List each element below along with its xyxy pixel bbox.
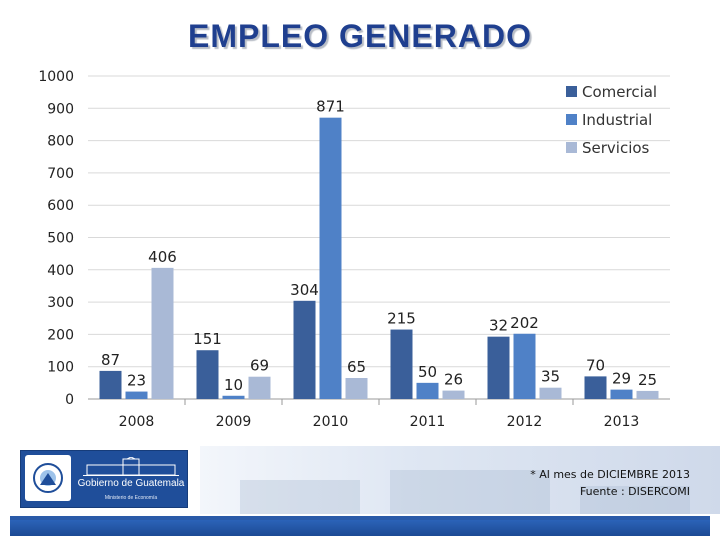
legend-swatch	[566, 86, 577, 97]
data-label: 35	[541, 368, 560, 386]
bar-comercial	[390, 329, 413, 399]
y-tick-label: 0	[65, 392, 74, 408]
coat-of-arms-icon	[25, 455, 71, 501]
legend-swatch	[566, 142, 577, 153]
page-title: EMPLEO GENERADO	[188, 18, 532, 54]
data-label: 304	[290, 281, 319, 299]
bar-servicios	[539, 387, 562, 399]
x-tick-label: 2009	[216, 414, 252, 430]
data-label: 202	[510, 314, 539, 332]
bar-comercial	[584, 376, 607, 399]
footer-background	[200, 446, 720, 514]
y-tick-label: 700	[47, 166, 74, 182]
data-label: 70	[586, 356, 605, 374]
legend-swatch	[566, 114, 577, 125]
bar-industrial	[610, 389, 633, 399]
x-tick-label: 2011	[410, 414, 446, 430]
bar-servicios	[248, 376, 271, 399]
y-tick-label: 300	[47, 295, 74, 311]
data-label: 23	[127, 372, 146, 390]
legend-label: Comercial	[582, 83, 657, 101]
bar-industrial	[319, 117, 342, 400]
footer-stripe-top	[10, 516, 710, 520]
legend-label: Industrial	[582, 111, 652, 129]
data-label: 406	[148, 248, 177, 266]
bar-comercial	[487, 336, 510, 399]
bar-industrial	[125, 391, 148, 399]
y-tick-label: 400	[47, 263, 74, 279]
data-label: 10	[224, 376, 243, 394]
data-label: 29	[612, 370, 631, 388]
footnote: * Al mes de DICIEMBRE 2013 Fuente : DISE…	[530, 466, 690, 500]
y-tick-label: 500	[47, 231, 74, 247]
y-tick-label: 600	[47, 198, 74, 214]
legend-label: Servicios	[582, 139, 650, 157]
bar-industrial	[513, 333, 536, 399]
data-label: 65	[347, 358, 366, 376]
y-tick-label: 100	[47, 360, 74, 376]
x-tick-label: 2010	[313, 414, 349, 430]
bar-servicios	[345, 378, 368, 399]
employment-bar-chart: 0 100 200 300 400 500 600 700 800 900 1000 2008 87 23…	[38, 69, 670, 430]
data-label: 26	[444, 371, 463, 389]
government-logo: Gobierno de Guatemala Ministerio de Econ…	[20, 450, 188, 508]
data-label: 69	[250, 357, 269, 375]
bar-servicios	[151, 267, 174, 399]
y-tick-label: 200	[47, 327, 74, 343]
x-tick-label: 2012	[507, 414, 543, 430]
data-label: 50	[418, 363, 437, 381]
x-tick-label: 2008	[119, 414, 155, 430]
logo-title: Gobierno de Guatemala	[77, 478, 185, 489]
bar-servicios	[636, 390, 659, 399]
logo-subtitle: Ministerio de Economía	[104, 495, 158, 501]
bar-comercial	[196, 350, 219, 399]
footnote-date: * Al mes de DICIEMBRE 2013	[530, 468, 690, 481]
footer-stripe	[10, 520, 710, 536]
data-label: 215	[387, 310, 416, 328]
bar-comercial	[99, 370, 122, 399]
x-tick-label: 2013	[604, 414, 640, 430]
y-tick-label: 1000	[38, 69, 74, 85]
footnote-source: Fuente : DISERCOMI	[579, 485, 690, 498]
bar-servicios	[442, 390, 465, 399]
data-label: 25	[638, 371, 657, 389]
data-label: 87	[101, 351, 120, 369]
data-label: 32	[489, 317, 508, 335]
bar-industrial	[416, 382, 439, 399]
bar-industrial	[222, 395, 245, 399]
data-label: 871	[316, 98, 345, 116]
y-tick-label: 800	[47, 134, 74, 150]
palace-icon	[83, 456, 179, 476]
data-label: 151	[193, 330, 222, 348]
bar-comercial	[293, 300, 316, 399]
y-tick-label: 900	[47, 101, 74, 117]
